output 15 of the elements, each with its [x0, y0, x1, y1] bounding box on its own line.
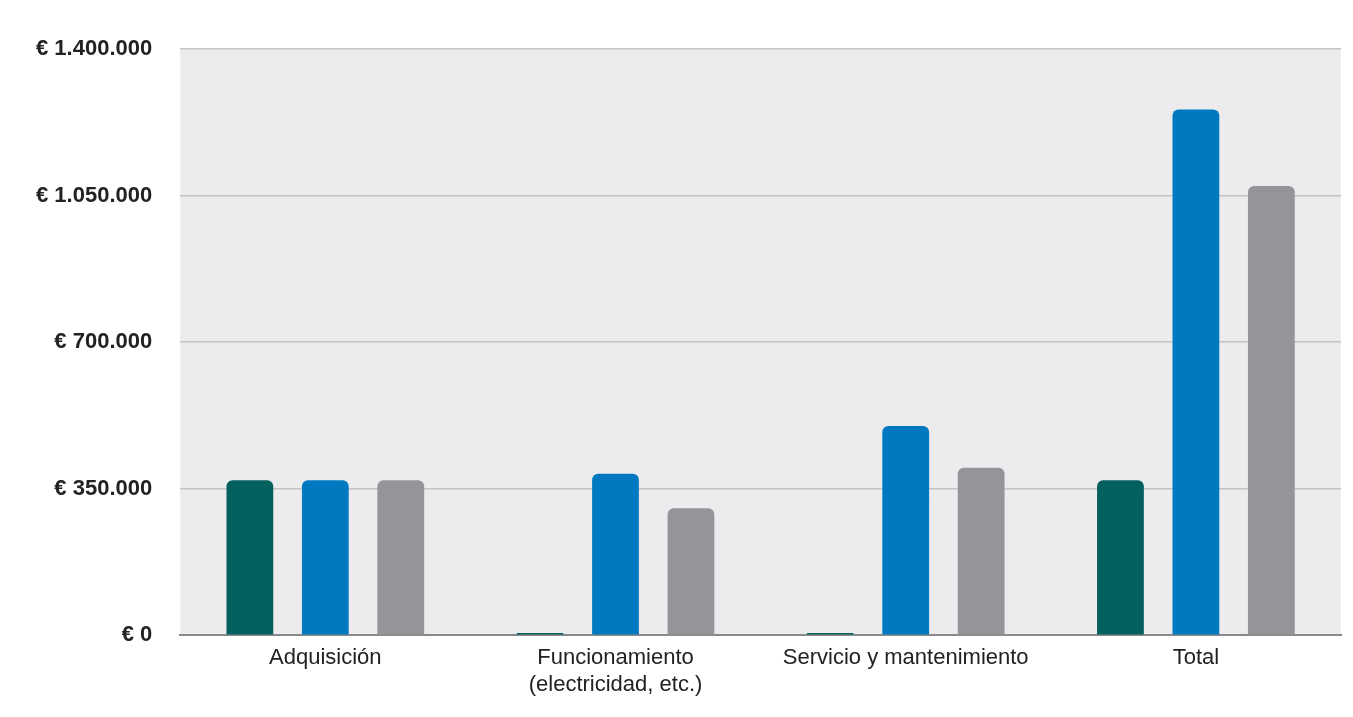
bar: [226, 480, 274, 635]
y-tick-label: € 1.050.000: [35, 181, 153, 207]
y-tick-label: € 0: [121, 621, 153, 647]
y-tick-label: € 1.400.000: [35, 35, 153, 61]
bar: [1172, 109, 1220, 635]
bar: [301, 480, 349, 635]
y-tick-label: € 700.000: [54, 328, 153, 354]
bar: [882, 425, 930, 635]
x-tick-label: Servicio y mantenimiento: [782, 644, 1029, 670]
bar: [1097, 480, 1144, 635]
x-tick-label: Total: [1172, 644, 1220, 670]
x-tick-label: Funcionamiento (electricidad, etc.): [528, 644, 703, 696]
x-tick-label: Adquisición: [269, 644, 382, 670]
bar: [592, 473, 639, 635]
y-tick-label: € 350.000: [54, 474, 153, 500]
